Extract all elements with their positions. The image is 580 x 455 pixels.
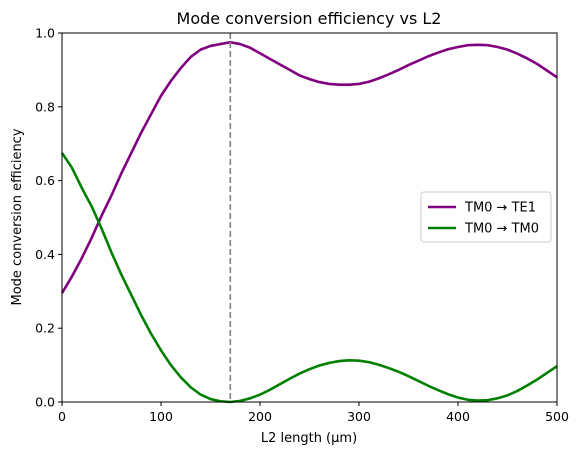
x-axis: 0 100 200 300 400 500 bbox=[58, 402, 569, 424]
x-tick-label: 200 bbox=[248, 409, 272, 424]
legend-label: TM0 → TM0 bbox=[464, 222, 539, 237]
x-tick-label: 100 bbox=[149, 409, 173, 424]
y-tick-label: 0.4 bbox=[35, 247, 55, 262]
x-tick-label: 400 bbox=[446, 409, 470, 424]
plot-area bbox=[60, 32, 558, 404]
legend-label: TM0 → TE1 bbox=[464, 201, 536, 216]
chart-title: Mode conversion efficiency vs L2 bbox=[177, 9, 442, 28]
y-tick-label: 1.0 bbox=[35, 26, 55, 41]
legend-box bbox=[420, 191, 552, 243]
y-axis-label: Mode conversion efficiency bbox=[10, 128, 25, 305]
y-tick-label: 0.0 bbox=[35, 395, 55, 410]
x-tick-label: 500 bbox=[545, 409, 569, 424]
y-tick-label: 0.2 bbox=[35, 321, 55, 336]
x-tick-label: 300 bbox=[347, 409, 371, 424]
series-line-1 bbox=[60, 40, 558, 294]
x-axis-label: L2 length (μm) bbox=[261, 431, 357, 446]
legend: TM0 → TE1 TM0 → TM0 bbox=[420, 191, 552, 243]
y-tick-label: 0.8 bbox=[35, 99, 55, 114]
series-line-2 bbox=[60, 152, 558, 404]
y-tick-label: 0.6 bbox=[35, 173, 55, 188]
y-axis: 0.0 0.2 0.4 0.6 0.8 1.0 bbox=[35, 26, 62, 410]
plot-frame bbox=[61, 32, 558, 403]
x-tick-label: 0 bbox=[58, 409, 66, 424]
